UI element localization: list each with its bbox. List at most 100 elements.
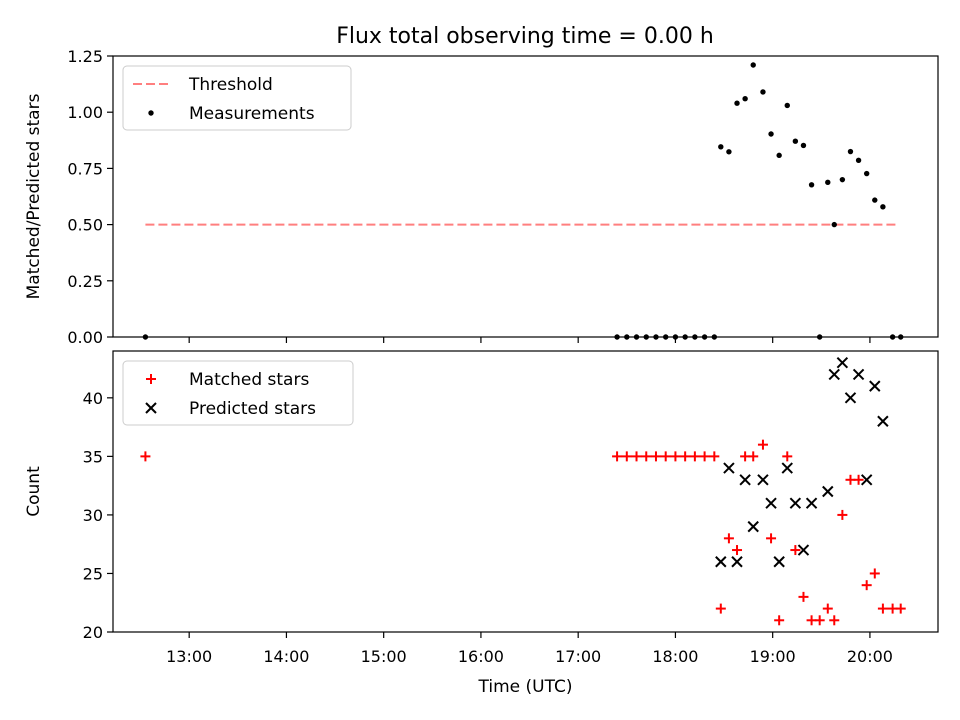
x-stroke-2 [747, 520, 759, 533]
legend-measurement-swatch [148, 110, 154, 116]
x-stroke-2 [731, 556, 743, 568]
x-stroke-2 [822, 485, 834, 498]
legend-label: Threshold [188, 75, 273, 95]
measurement-point [760, 89, 766, 95]
x-stroke-2 [739, 474, 751, 486]
measurement-point [825, 179, 831, 186]
x-stroke-2 [773, 556, 785, 568]
y-tick-label: 1.00 [67, 103, 103, 122]
matched-star-point [680, 451, 691, 462]
matched-star-point [774, 615, 785, 626]
matched-star-point [861, 580, 872, 591]
predicted-star-point [877, 415, 889, 427]
measurement-point [872, 197, 878, 203]
y-tick-label: 40 [83, 389, 103, 408]
measurement-point [839, 176, 846, 183]
legend-label: Matched stars [189, 370, 309, 390]
x-tick-label: 20:00 [847, 647, 893, 666]
measurement-point [800, 142, 807, 149]
matched-star-point [877, 603, 888, 614]
matched-star-point [641, 451, 652, 462]
matched-star-point [709, 451, 720, 462]
x-tick-label: 18:00 [652, 647, 698, 666]
y-tick-label: 35 [83, 447, 103, 466]
measurement-point [831, 221, 837, 228]
matched-star-point [699, 451, 710, 462]
matched-star-point [689, 451, 700, 462]
predicted-star-point [844, 392, 857, 404]
legend-box [122, 65, 352, 131]
matched-star-point [748, 451, 759, 462]
x-stroke-2 [757, 474, 769, 486]
matched-star-point [660, 451, 671, 462]
y-tick-label: 1.25 [67, 47, 103, 66]
chart-title: Flux total observing time = 0.00 h [336, 24, 714, 49]
measurement-point [776, 152, 782, 159]
x-stroke-2 [869, 380, 881, 392]
plot-frame [112, 55, 939, 338]
y-tick-label: 30 [83, 506, 103, 525]
matched-star-point [650, 451, 661, 462]
matched-star-point [798, 591, 809, 602]
x-stroke-2 [805, 497, 818, 509]
matched-star-point [621, 451, 632, 462]
predicted-star-point [860, 474, 873, 486]
matched-star-point [757, 439, 768, 450]
x-tick-label: 13:00 [166, 647, 212, 666]
x-stroke-2 [789, 497, 802, 509]
predicted-star-point [765, 497, 777, 509]
measurement-point [863, 170, 870, 177]
measurement-point [784, 102, 790, 109]
matched-star-point [822, 603, 833, 614]
y-tick-label: 0.50 [67, 216, 103, 235]
matched-star-point [782, 451, 793, 462]
predicted-star-point [836, 357, 849, 369]
matched-star-point [790, 545, 801, 556]
matched-star-point [670, 451, 681, 462]
matched-star-point [631, 451, 642, 462]
measurement-point [880, 204, 886, 210]
legend-predicted-swatch-2 [145, 402, 157, 414]
measurement-point [742, 96, 748, 102]
x-tick-label: 17:00 [555, 647, 601, 666]
predicted-star-point [781, 462, 793, 474]
x-stroke-2 [765, 497, 777, 509]
measurement-point [855, 157, 862, 164]
x-tick-label: 14:00 [263, 647, 309, 666]
y-axis-label: Matched/Predicted stars [24, 93, 44, 299]
plot-frame [112, 350, 939, 633]
x-stroke-2 [797, 544, 810, 556]
predicted-star-point [731, 556, 743, 568]
measurement-point [768, 131, 774, 137]
y-tick-label: 20 [83, 623, 103, 642]
predicted-star-point [822, 485, 834, 498]
legend-box [122, 360, 354, 426]
legend: Matched stars Predicted stars [122, 360, 354, 426]
predicted-star-point [797, 544, 810, 556]
predicted-star-point [757, 474, 769, 486]
x-stroke-2 [715, 556, 727, 568]
predicted-star-point [869, 380, 881, 392]
predicted-star-point [715, 556, 727, 568]
matched-star-point [723, 533, 734, 544]
y-axis-label: Count [24, 466, 44, 517]
predicted-star-point [828, 368, 840, 381]
x-stroke-2 [877, 415, 889, 427]
matched-star-point [732, 545, 743, 556]
x-stroke-2 [836, 357, 849, 369]
x-stroke-2 [852, 368, 865, 381]
measurement-point [750, 62, 756, 68]
x-axis-label: Time (UTC) [478, 677, 573, 697]
measurement-point [792, 138, 799, 144]
x-stroke-2 [781, 462, 793, 474]
predicted-star-point [747, 520, 759, 533]
matched-star-point [853, 474, 864, 485]
bottom-panel: 20 25 30 35 40 13:00 14:00 15:00 16:00 17:00 18:00… [24, 350, 939, 697]
top-panel: 0.00 0.25 0.50 0.75 1.00 1.25 Matched/Predicte… [24, 47, 939, 347]
x-stroke-2 [723, 462, 735, 474]
y-tick-label: 25 [83, 564, 103, 583]
legend: Threshold Measurements [122, 65, 352, 131]
matched-star-point [829, 615, 840, 626]
matched-star-point [140, 451, 151, 462]
